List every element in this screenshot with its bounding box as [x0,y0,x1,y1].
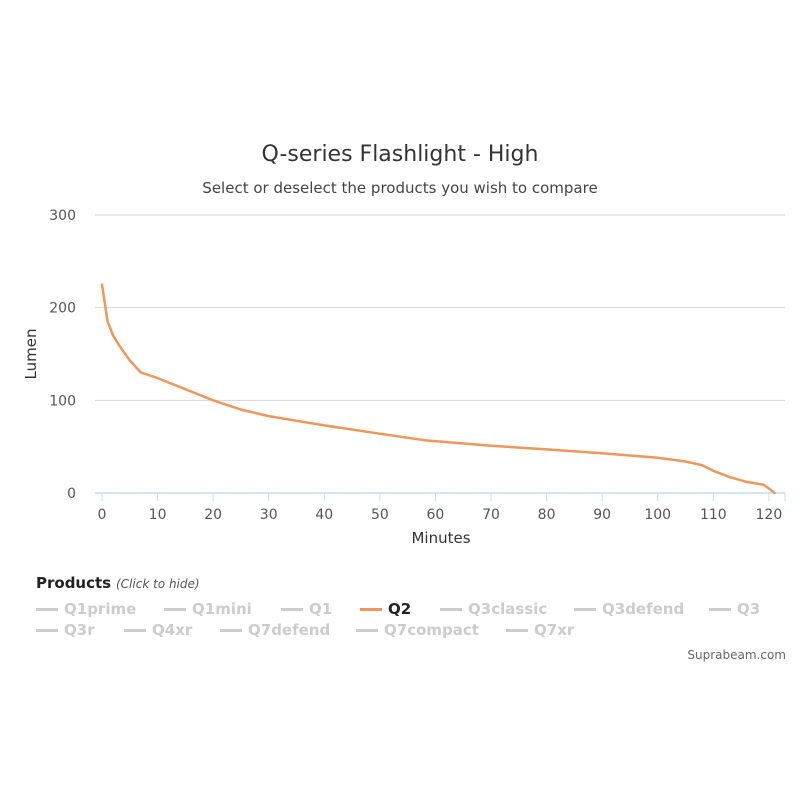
y-gridlines [95,214,785,401]
x-tick-labels: 0 10 20 30 40 50 60 70 80 90 100 110 120 [98,507,783,523]
x-tick-label: 110 [700,507,727,523]
legend-swatch [440,607,462,611]
chart-subtitle: Select or deselect the products you wish… [202,179,598,197]
legend-item-q1[interactable]: Q1 [281,600,332,618]
legend-swatch [506,628,528,632]
legend-item-q3classic[interactable]: Q3classic [440,600,547,618]
legend-label: Q7xr [534,621,575,639]
y-tick-label: 0 [67,486,76,502]
y-tick-labels: 0 100 200 300 [49,208,76,502]
legend-item-q1mini[interactable]: Q1mini [164,600,252,618]
y-tick-label: 200 [49,301,76,317]
x-axis-label: Minutes [411,529,470,547]
y-axis-label: Lumen [22,329,40,380]
legend-swatch [124,628,146,632]
legend-title: Products [36,574,112,592]
x-tick-label: 10 [149,507,167,523]
x-tick-label: 30 [260,507,278,523]
series-line-q2[interactable] [100,283,776,495]
legend-swatch [36,628,58,632]
x-tick-label: 80 [538,507,556,523]
chart-title: Q-series Flashlight - High [261,142,539,167]
legend-label: Q7defend [248,621,331,639]
y-tick-label: 300 [49,208,76,224]
legend-label: Q1mini [192,600,252,618]
legend-item-q7xr[interactable]: Q7xr [506,621,574,639]
x-axis [95,492,786,501]
series-group [100,283,776,495]
legend-label: Q7compact [384,621,479,639]
legend-label: Q1prime [64,600,137,618]
legend-item-q1prime[interactable]: Q1prime [36,600,136,618]
legend-swatch [356,628,378,632]
legend-swatch [220,628,242,632]
legend-item-q2[interactable]: Q2 [360,600,411,618]
legend-swatch [281,607,303,611]
legend-label: Q3defend [602,600,685,618]
legend-label: Q3classic [468,600,548,618]
x-tick-label: 100 [644,507,671,523]
legend-item-q3r[interactable]: Q3r [36,621,95,639]
legend-swatch [360,607,382,611]
legend-item-q3[interactable]: Q3 [709,600,760,618]
legend-label: Q3 [737,600,761,618]
x-tick-label: 20 [204,507,222,523]
legend-item-q7compact[interactable]: Q7compact [356,621,479,639]
legend-swatch [574,607,596,611]
legend-label: Q1 [309,600,333,618]
x-tick-label: 90 [593,507,611,523]
x-tick-label: 40 [315,507,333,523]
x-tick-label: 120 [756,507,783,523]
legend-item-q7defend[interactable]: Q7defend [220,621,330,639]
legend-hint: (Click to hide) [116,577,200,591]
x-tick-label: 50 [371,507,389,523]
legend-label: Q2 [388,600,412,618]
legend-label: Q3r [64,621,95,639]
legend-swatch [164,607,186,611]
x-tick-label: 70 [482,507,500,523]
x-tick-label: 60 [427,507,445,523]
x-tick-label: 0 [98,507,107,523]
legend-item-q4xr[interactable]: Q4xr [124,621,192,639]
legend-swatch [709,607,731,611]
credit-link[interactable]: Suprabeam.com [687,648,786,662]
legend-swatch [36,607,58,611]
legend-label: Q4xr [152,621,193,639]
y-tick-label: 100 [49,393,76,409]
legend-item-q3defend[interactable]: Q3defend [574,600,684,618]
